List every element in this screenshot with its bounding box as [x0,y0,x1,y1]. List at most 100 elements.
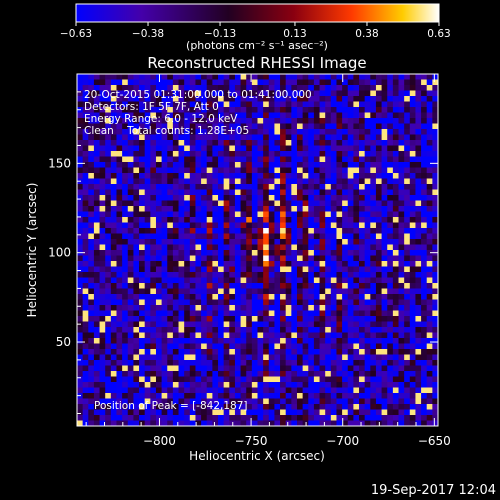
heatmap-cell [325,316,332,322]
heatmap-cell [263,123,270,130]
heatmap-cell [172,299,179,306]
heatmap-cell [150,283,157,289]
heatmap-cell [387,288,394,295]
heatmap-cell [82,272,89,278]
heatmap-cell [133,387,140,394]
heatmap-cell [218,382,225,388]
heatmap-cell [212,376,219,383]
heatmap-cell [201,189,208,196]
heatmap-cell [280,404,287,410]
heatmap-cell [82,107,89,113]
heatmap-cell [246,371,253,377]
heatmap-cell [161,228,168,234]
heatmap-cell [218,409,225,416]
heatmap-cell [234,382,241,388]
heatmap-cell [229,189,236,196]
heatmap-cell [184,327,191,333]
heatmap-cell [144,420,151,426]
heatmap-cell [375,173,382,179]
heatmap-cell [240,415,247,421]
heatmap-cell [99,239,106,245]
heatmap-cell [359,90,366,97]
heatmap-cell [342,239,349,245]
heatmap-cell [342,195,349,201]
heatmap-cell [257,310,264,317]
heatmap-cell [415,299,422,306]
heatmap-cell [116,365,123,372]
heatmap-cell [105,277,112,284]
heatmap-cell [319,316,326,322]
heatmap-cell [392,162,399,168]
heatmap-cell [167,184,174,190]
heatmap-cell [296,277,304,284]
heatmap-cell [263,294,270,300]
heatmap-cell [263,140,270,146]
heatmap-cell [122,145,129,152]
heatmap-cell [212,228,219,234]
heatmap-cell [240,206,247,212]
heatmap-cell [370,184,377,190]
heatmap-cell [347,244,354,251]
heatmap-cell [274,316,281,322]
heatmap-cell [404,96,411,102]
heatmap-cell [313,195,320,201]
heatmap-cell [409,178,416,185]
heatmap-cell [127,272,134,278]
heatmap-cell [240,217,247,223]
heatmap-cell [116,178,123,185]
heatmap-cell [116,184,123,190]
heatmap-cell [364,371,371,377]
heatmap-cell [409,321,416,328]
heatmap-cell [263,90,270,97]
heatmap-cell [387,129,394,135]
heatmap-cell [206,74,213,80]
heatmap-cell [155,255,163,262]
heatmap-cell [381,382,388,388]
heatmap-cell [178,266,185,273]
heatmap-cell [116,167,123,174]
heatmap-cell [110,365,117,372]
heatmap-cell [150,134,157,141]
heatmap-cell [353,228,360,234]
heatmap-cell [336,167,343,174]
heatmap-cell [404,217,411,223]
heatmap-cell [404,305,411,311]
heatmap-cell [82,101,89,108]
heatmap-cell [381,376,388,383]
heatmap-cell [77,255,84,262]
heatmap-cell [82,288,89,295]
heatmap-cell [364,101,371,108]
heatmap-cell [342,206,349,212]
heatmap-cell [319,343,326,350]
heatmap-cell [223,376,230,383]
heatmap-cell [325,195,332,201]
heatmap-cell [246,189,253,196]
heatmap-cell [426,272,433,278]
heatmap-cell [325,288,332,295]
heatmap-cell [150,162,157,168]
heatmap-cell [426,101,433,108]
heatmap-cell [77,211,84,218]
heatmap-cell [144,129,151,135]
heatmap-cell [347,272,354,278]
heatmap-cell [229,338,236,344]
heatmap-cell [370,398,377,405]
heatmap-cell [99,371,106,377]
heatmap-cell [381,409,388,416]
heatmap-cell [325,393,332,399]
heatmap-cell [257,277,264,284]
heatmap-cell [381,74,388,80]
heatmap-cell [415,250,422,256]
heatmap-cell [77,415,84,421]
heatmap-cell [274,332,281,339]
heatmap-cell [167,382,174,388]
heatmap-cell [155,338,163,344]
heatmap-cell [280,272,287,278]
heatmap-cell [336,371,343,377]
heatmap-cell [285,107,292,113]
heatmap-cell [189,354,196,361]
heatmap-cell [172,365,179,372]
heatmap-cell [110,338,117,344]
heatmap-cell [246,420,253,426]
heatmap-cell [308,272,315,278]
